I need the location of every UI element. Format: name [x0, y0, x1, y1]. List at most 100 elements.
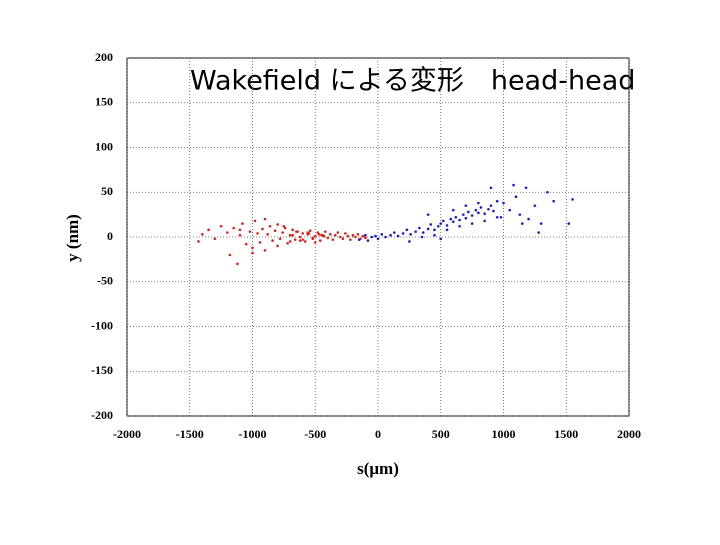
point: [499, 216, 503, 219]
point: [301, 232, 305, 235]
chart-title: Wakefield による変形 head-head: [190, 66, 635, 97]
point: [508, 208, 512, 212]
point: [477, 211, 480, 215]
point: [445, 224, 449, 227]
point: [263, 249, 267, 252]
point: [261, 227, 264, 231]
point: [271, 239, 274, 242]
point: [495, 199, 499, 203]
point: [364, 236, 367, 240]
point: [313, 241, 317, 244]
point: [492, 209, 495, 213]
point: [449, 217, 453, 221]
point: [489, 204, 493, 207]
point: [470, 222, 474, 225]
x-tick-label: 500: [432, 427, 450, 441]
point: [489, 186, 493, 190]
point: [380, 233, 384, 236]
point: [502, 201, 505, 205]
point: [273, 229, 277, 233]
point: [401, 232, 405, 235]
point: [298, 239, 302, 242]
point: [366, 239, 370, 242]
point: [334, 233, 337, 237]
point: [356, 233, 360, 236]
point: [241, 222, 244, 225]
point: [405, 228, 409, 232]
point: [409, 233, 412, 236]
point: [479, 206, 483, 209]
point: [539, 222, 543, 225]
point: [295, 230, 298, 233]
point: [351, 233, 355, 237]
point: [414, 230, 417, 233]
point: [197, 240, 200, 243]
point: [439, 237, 443, 241]
point: [376, 237, 380, 241]
y-tick-label: -200: [91, 408, 113, 422]
point: [308, 229, 312, 233]
point: [258, 241, 262, 244]
x-tick-label: 0: [375, 427, 381, 441]
point: [483, 212, 486, 216]
point: [219, 224, 223, 228]
x-tick-label: -1000: [239, 427, 267, 441]
point: [317, 233, 321, 236]
point: [441, 219, 445, 223]
point: [236, 262, 239, 266]
point: [291, 228, 294, 232]
x-tick-label: 1000: [492, 427, 516, 441]
point: [477, 201, 480, 205]
point: [524, 186, 528, 190]
point: [268, 224, 272, 228]
point: [483, 219, 486, 223]
point: [329, 233, 332, 236]
point: [374, 234, 377, 238]
point: [201, 233, 204, 236]
point: [537, 231, 540, 234]
point: [276, 223, 279, 226]
point: [462, 213, 465, 216]
point: [552, 199, 555, 203]
point: [467, 210, 470, 214]
point: [238, 233, 242, 237]
point: [354, 235, 357, 239]
point: [320, 233, 323, 237]
point: [306, 231, 310, 234]
point: [418, 226, 421, 230]
point: [349, 238, 352, 241]
y-tick-label: 50: [101, 184, 113, 198]
point: [361, 234, 365, 238]
point: [293, 238, 297, 241]
point: [452, 220, 455, 224]
point: [276, 244, 279, 248]
x-tick-label: -1500: [176, 427, 204, 441]
point: [389, 233, 392, 237]
point: [251, 251, 254, 255]
point: [357, 238, 361, 241]
point: [291, 233, 294, 237]
y-tick-label: -100: [91, 318, 113, 332]
point: [421, 231, 425, 234]
point: [533, 204, 537, 207]
point: [238, 228, 242, 232]
point: [331, 238, 335, 241]
point: [420, 235, 424, 239]
point: [213, 237, 217, 241]
y-axis-label: y (nm): [63, 214, 82, 262]
point: [228, 253, 232, 257]
point: [282, 224, 286, 228]
point: [322, 234, 326, 238]
point: [571, 198, 574, 201]
point: [336, 231, 340, 234]
point: [384, 235, 387, 239]
point: [527, 217, 530, 221]
point: [278, 237, 282, 241]
point: [370, 235, 374, 239]
point: [458, 218, 461, 222]
point: [433, 228, 436, 232]
point: [323, 230, 327, 233]
y-tick-label: 100: [95, 139, 113, 153]
point: [474, 208, 478, 212]
